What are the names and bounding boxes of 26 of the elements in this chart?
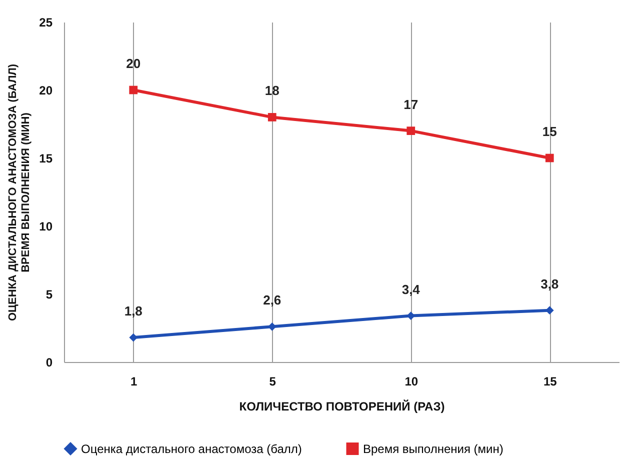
y-tick-label: 25: [39, 16, 53, 30]
data-label: 18: [264, 83, 280, 98]
data-label: 1,8: [124, 304, 142, 319]
x-tick-label: 10: [404, 374, 418, 388]
point: [545, 154, 554, 162]
legend-label: Время выполнения (мин): [363, 442, 504, 456]
y-tick-label: 15: [39, 152, 53, 166]
data-label: 2,6: [263, 292, 282, 308]
data-label: 20: [126, 56, 141, 71]
point: [129, 86, 138, 94]
y-tick-label: 0: [46, 356, 53, 370]
legend-label: Оценка дистального анастомоза (балл): [81, 442, 302, 456]
x-tick-label: 1: [130, 374, 138, 388]
y-axis-title: ОЦЕНКА ДИСТАЛЬНОГО АНАСТОМОЗА (БАЛЛ) ВРЕМЯ ВЫПОЛНЕНИЯ (МИН): [7, 64, 32, 322]
point: [268, 113, 276, 122]
x-axis-title: КОЛИЧЕСТВО ПОВТОРЕНИЙ (РАЗ): [239, 400, 445, 414]
y-tick-label: 10: [39, 220, 53, 234]
data-label: 15: [542, 124, 557, 139]
point: [406, 126, 416, 135]
data-label: 3,4: [402, 282, 421, 297]
data-label: 3,8: [540, 276, 559, 292]
x-tick-label: 5: [269, 374, 276, 388]
y-tick-label: 20: [39, 84, 53, 98]
x-tick-label: 15: [543, 374, 558, 388]
y-tick-label: 5: [46, 288, 53, 302]
data-label: 17: [404, 96, 418, 112]
